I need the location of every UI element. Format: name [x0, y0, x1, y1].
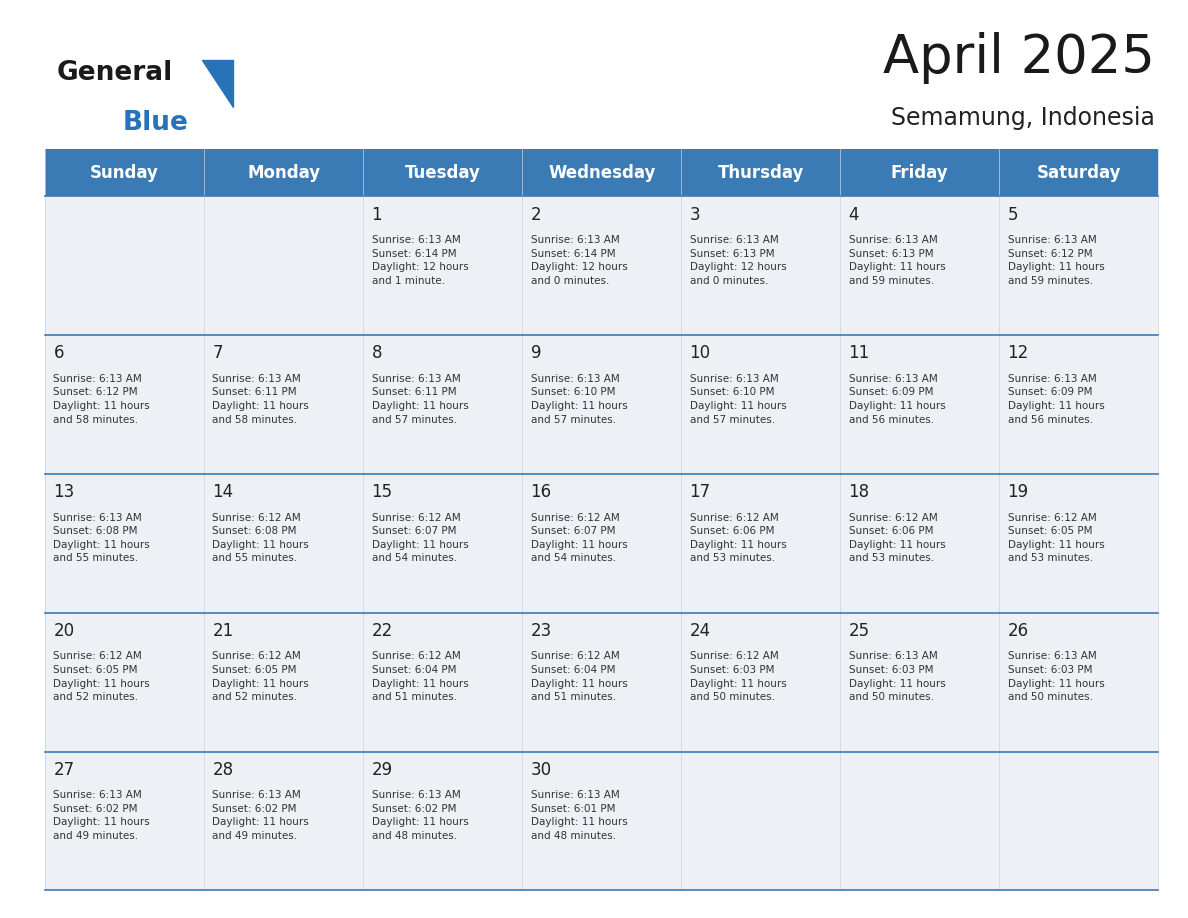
Text: 18: 18 — [848, 483, 870, 501]
Text: 10: 10 — [689, 344, 710, 363]
Text: Sunday: Sunday — [90, 163, 159, 182]
Bar — [45, 752, 1158, 890]
Bar — [45, 613, 1158, 752]
Text: 16: 16 — [531, 483, 551, 501]
Text: 21: 21 — [213, 622, 234, 640]
Text: 26: 26 — [1007, 622, 1029, 640]
Text: Sunrise: 6:13 AM
Sunset: 6:09 PM
Daylight: 11 hours
and 56 minutes.: Sunrise: 6:13 AM Sunset: 6:09 PM Dayligh… — [848, 374, 946, 425]
Text: Sunrise: 6:12 AM
Sunset: 6:04 PM
Daylight: 11 hours
and 51 minutes.: Sunrise: 6:12 AM Sunset: 6:04 PM Dayligh… — [531, 652, 627, 702]
Text: Sunrise: 6:13 AM
Sunset: 6:09 PM
Daylight: 11 hours
and 56 minutes.: Sunrise: 6:13 AM Sunset: 6:09 PM Dayligh… — [1007, 374, 1105, 425]
Polygon shape — [202, 60, 233, 107]
Text: 25: 25 — [848, 622, 870, 640]
Text: Sunrise: 6:13 AM
Sunset: 6:01 PM
Daylight: 11 hours
and 48 minutes.: Sunrise: 6:13 AM Sunset: 6:01 PM Dayligh… — [531, 790, 627, 841]
Text: General: General — [57, 60, 173, 85]
Text: Blue: Blue — [122, 110, 188, 136]
Text: Semamung, Indonesia: Semamung, Indonesia — [891, 106, 1155, 129]
Text: 13: 13 — [53, 483, 75, 501]
Bar — [45, 149, 1158, 196]
Text: Wednesday: Wednesday — [548, 163, 656, 182]
Text: 14: 14 — [213, 483, 234, 501]
Text: 7: 7 — [213, 344, 223, 363]
Text: 28: 28 — [213, 761, 234, 778]
Text: 20: 20 — [53, 622, 75, 640]
Text: Sunrise: 6:13 AM
Sunset: 6:12 PM
Daylight: 11 hours
and 59 minutes.: Sunrise: 6:13 AM Sunset: 6:12 PM Dayligh… — [1007, 235, 1105, 285]
Text: 15: 15 — [372, 483, 392, 501]
Text: Sunrise: 6:13 AM
Sunset: 6:13 PM
Daylight: 12 hours
and 0 minutes.: Sunrise: 6:13 AM Sunset: 6:13 PM Dayligh… — [689, 235, 786, 285]
Text: 12: 12 — [1007, 344, 1029, 363]
Bar — [45, 196, 1158, 335]
Text: 6: 6 — [53, 344, 64, 363]
Text: Sunrise: 6:12 AM
Sunset: 6:05 PM
Daylight: 11 hours
and 52 minutes.: Sunrise: 6:12 AM Sunset: 6:05 PM Dayligh… — [213, 652, 309, 702]
Text: Sunrise: 6:13 AM
Sunset: 6:02 PM
Daylight: 11 hours
and 49 minutes.: Sunrise: 6:13 AM Sunset: 6:02 PM Dayligh… — [53, 790, 150, 841]
Text: 8: 8 — [372, 344, 383, 363]
Text: Sunrise: 6:13 AM
Sunset: 6:03 PM
Daylight: 11 hours
and 50 minutes.: Sunrise: 6:13 AM Sunset: 6:03 PM Dayligh… — [848, 652, 946, 702]
Text: Sunrise: 6:12 AM
Sunset: 6:06 PM
Daylight: 11 hours
and 53 minutes.: Sunrise: 6:12 AM Sunset: 6:06 PM Dayligh… — [689, 512, 786, 564]
Text: 2: 2 — [531, 206, 542, 224]
Text: Sunrise: 6:13 AM
Sunset: 6:08 PM
Daylight: 11 hours
and 55 minutes.: Sunrise: 6:13 AM Sunset: 6:08 PM Dayligh… — [53, 512, 150, 564]
Text: Sunrise: 6:12 AM
Sunset: 6:05 PM
Daylight: 11 hours
and 52 minutes.: Sunrise: 6:12 AM Sunset: 6:05 PM Dayligh… — [53, 652, 150, 702]
Text: Sunrise: 6:12 AM
Sunset: 6:07 PM
Daylight: 11 hours
and 54 minutes.: Sunrise: 6:12 AM Sunset: 6:07 PM Dayligh… — [372, 512, 468, 564]
Text: 22: 22 — [372, 622, 393, 640]
Text: 11: 11 — [848, 344, 870, 363]
Text: Saturday: Saturday — [1037, 163, 1121, 182]
Text: 19: 19 — [1007, 483, 1029, 501]
Text: 5: 5 — [1007, 206, 1018, 224]
Text: Sunrise: 6:12 AM
Sunset: 6:03 PM
Daylight: 11 hours
and 50 minutes.: Sunrise: 6:12 AM Sunset: 6:03 PM Dayligh… — [689, 652, 786, 702]
Text: Sunrise: 6:13 AM
Sunset: 6:02 PM
Daylight: 11 hours
and 49 minutes.: Sunrise: 6:13 AM Sunset: 6:02 PM Dayligh… — [213, 790, 309, 841]
Text: Sunrise: 6:13 AM
Sunset: 6:14 PM
Daylight: 12 hours
and 0 minutes.: Sunrise: 6:13 AM Sunset: 6:14 PM Dayligh… — [531, 235, 627, 285]
Text: 3: 3 — [689, 206, 700, 224]
Bar — [45, 474, 1158, 613]
Text: Sunrise: 6:12 AM
Sunset: 6:08 PM
Daylight: 11 hours
and 55 minutes.: Sunrise: 6:12 AM Sunset: 6:08 PM Dayligh… — [213, 512, 309, 564]
Text: Sunrise: 6:13 AM
Sunset: 6:10 PM
Daylight: 11 hours
and 57 minutes.: Sunrise: 6:13 AM Sunset: 6:10 PM Dayligh… — [689, 374, 786, 425]
Text: 27: 27 — [53, 761, 75, 778]
Text: 1: 1 — [372, 206, 383, 224]
Text: 4: 4 — [848, 206, 859, 224]
Text: 9: 9 — [531, 344, 541, 363]
Text: Monday: Monday — [247, 163, 321, 182]
Text: Sunrise: 6:13 AM
Sunset: 6:11 PM
Daylight: 11 hours
and 57 minutes.: Sunrise: 6:13 AM Sunset: 6:11 PM Dayligh… — [372, 374, 468, 425]
Text: Sunrise: 6:13 AM
Sunset: 6:13 PM
Daylight: 11 hours
and 59 minutes.: Sunrise: 6:13 AM Sunset: 6:13 PM Dayligh… — [848, 235, 946, 285]
Text: 29: 29 — [372, 761, 392, 778]
Text: 17: 17 — [689, 483, 710, 501]
Text: Sunrise: 6:13 AM
Sunset: 6:14 PM
Daylight: 12 hours
and 1 minute.: Sunrise: 6:13 AM Sunset: 6:14 PM Dayligh… — [372, 235, 468, 285]
Text: Tuesday: Tuesday — [405, 163, 481, 182]
Text: Sunrise: 6:12 AM
Sunset: 6:07 PM
Daylight: 11 hours
and 54 minutes.: Sunrise: 6:12 AM Sunset: 6:07 PM Dayligh… — [531, 512, 627, 564]
Text: 23: 23 — [531, 622, 551, 640]
Text: Friday: Friday — [891, 163, 948, 182]
Text: 24: 24 — [689, 622, 710, 640]
Text: April 2025: April 2025 — [883, 32, 1155, 84]
Bar — [45, 335, 1158, 474]
Text: Sunrise: 6:13 AM
Sunset: 6:02 PM
Daylight: 11 hours
and 48 minutes.: Sunrise: 6:13 AM Sunset: 6:02 PM Dayligh… — [372, 790, 468, 841]
Text: Sunrise: 6:12 AM
Sunset: 6:04 PM
Daylight: 11 hours
and 51 minutes.: Sunrise: 6:12 AM Sunset: 6:04 PM Dayligh… — [372, 652, 468, 702]
Text: Sunrise: 6:13 AM
Sunset: 6:11 PM
Daylight: 11 hours
and 58 minutes.: Sunrise: 6:13 AM Sunset: 6:11 PM Dayligh… — [213, 374, 309, 425]
Text: Sunrise: 6:12 AM
Sunset: 6:05 PM
Daylight: 11 hours
and 53 minutes.: Sunrise: 6:12 AM Sunset: 6:05 PM Dayligh… — [1007, 512, 1105, 564]
Text: Sunrise: 6:13 AM
Sunset: 6:10 PM
Daylight: 11 hours
and 57 minutes.: Sunrise: 6:13 AM Sunset: 6:10 PM Dayligh… — [531, 374, 627, 425]
Text: Sunrise: 6:13 AM
Sunset: 6:12 PM
Daylight: 11 hours
and 58 minutes.: Sunrise: 6:13 AM Sunset: 6:12 PM Dayligh… — [53, 374, 150, 425]
Text: Thursday: Thursday — [718, 163, 804, 182]
Text: 30: 30 — [531, 761, 551, 778]
Text: Sunrise: 6:12 AM
Sunset: 6:06 PM
Daylight: 11 hours
and 53 minutes.: Sunrise: 6:12 AM Sunset: 6:06 PM Dayligh… — [848, 512, 946, 564]
Text: Sunrise: 6:13 AM
Sunset: 6:03 PM
Daylight: 11 hours
and 50 minutes.: Sunrise: 6:13 AM Sunset: 6:03 PM Dayligh… — [1007, 652, 1105, 702]
